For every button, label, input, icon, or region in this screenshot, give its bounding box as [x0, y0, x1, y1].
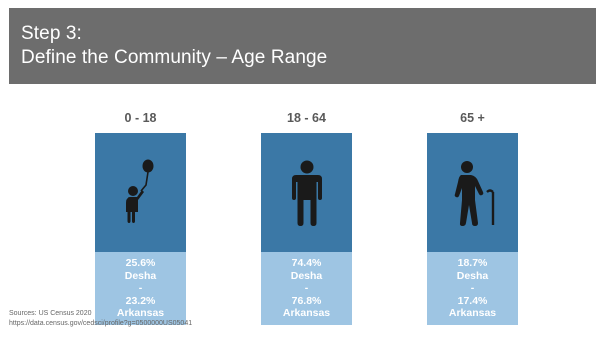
desha-percent: 18.7% [457, 257, 488, 269]
separator: - [470, 282, 475, 294]
sources-label: Sources: US Census 2020 [9, 310, 92, 317]
icon-box [427, 133, 518, 252]
age-range-label: 65 + [460, 111, 485, 125]
icon-box [261, 133, 352, 252]
arkansas-label: Arkansas [116, 307, 165, 319]
desha-label: Desha [124, 269, 157, 282]
page-title: Define the Community – Age Range [21, 47, 328, 68]
page-header: Step 3: Define the Community – Age Range [9, 8, 596, 84]
elderly-with-cane-icon [454, 160, 494, 226]
age-column-18-64: 18 - 64 74.4% Desha - 76.8% Arkansas [261, 111, 352, 325]
age-column-65-plus: 65 + 18.7% Desha - 17.4% Arkansas [427, 111, 518, 325]
desha-percent: 25.6% [125, 257, 156, 269]
separator: - [304, 282, 309, 294]
stats-box: 18.7% Desha - 17.4% Arkansas [427, 252, 518, 325]
arkansas-label: Arkansas [448, 307, 497, 319]
sources-link[interactable]: https://data.census.gov/cedsci/profile?g… [9, 319, 193, 327]
age-range-label: 18 - 64 [287, 111, 326, 125]
stats-box: 25.6% Desha - 23.2% Arkansas [95, 252, 186, 325]
age-column-0-18: 0 - 18 25.6% Desha - 23.2% Arkansas [95, 111, 186, 325]
age-range-label: 0 - 18 [124, 111, 157, 125]
step-title: Step 3: [21, 23, 82, 44]
separator: - [138, 282, 143, 294]
arkansas-label: Arkansas [282, 307, 331, 319]
arkansas-percent: 23.2% [125, 294, 156, 307]
icon-box [95, 133, 186, 252]
desha-label: Desha [290, 269, 323, 282]
adult-person-icon [291, 160, 322, 226]
desha-label: Desha [456, 269, 489, 282]
arkansas-percent: 76.8% [291, 294, 322, 307]
arkansas-percent: 17.4% [457, 294, 488, 307]
child-with-balloon-icon [125, 159, 153, 223]
stats-box: 74.4% Desha - 76.8% Arkansas [261, 252, 352, 325]
sources-note: Sources: US Census 2020 https://data.cen… [9, 309, 192, 328]
desha-percent: 74.4% [291, 257, 322, 269]
